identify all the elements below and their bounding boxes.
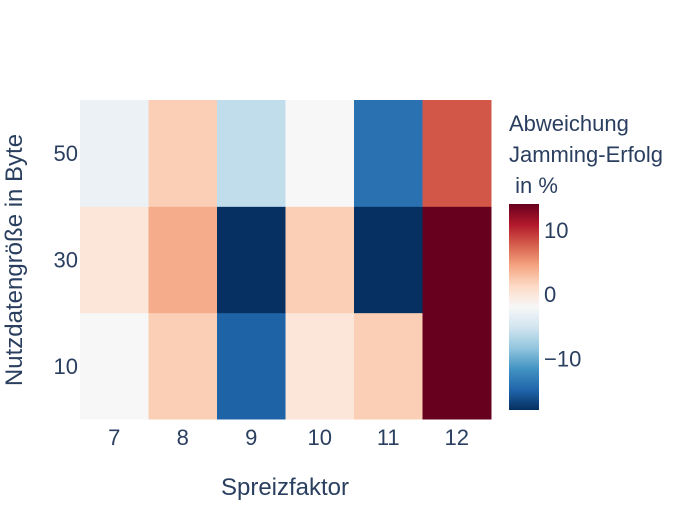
heatmap-cell (217, 312, 286, 420)
colorbar-gradient (509, 204, 539, 410)
heatmap-cell (80, 206, 149, 314)
heatmap-cells (80, 100, 492, 420)
colorbar-tick-label: −10 (544, 347, 581, 372)
heatmap-cell (80, 100, 149, 207)
x-tick-label: 10 (308, 425, 332, 450)
heatmap-cell (422, 206, 492, 314)
y-tick-label: 30 (54, 248, 78, 273)
colorbar-title-line-2: Jamming-Erfolg (509, 142, 663, 167)
heatmap-cell (285, 100, 355, 207)
x-tick-label: 7 (108, 425, 120, 450)
heatmap-cell (148, 206, 218, 314)
colorbar-ticks: 10 0 −10 (544, 218, 581, 372)
colorbar-tick-label: 0 (544, 282, 556, 307)
heatmap-cell (354, 206, 423, 314)
heatmap-cell (354, 100, 423, 207)
y-axis-ticks: 10 30 50 (54, 141, 78, 379)
y-axis-title: Nutzdatengröße in Byte (1, 134, 28, 386)
colorbar-title-line-3: in % (509, 173, 558, 198)
heatmap-cell (422, 312, 492, 420)
heatmap-cell (148, 100, 218, 207)
heatmap-cell (80, 312, 149, 420)
colorbar: Abweichung Jamming-Erfolg in % 10 0 −10 (509, 111, 663, 410)
colorbar-title-line-1: Abweichung (509, 111, 629, 136)
colorbar-tick-label: 10 (544, 218, 568, 243)
heatmap-cell (217, 206, 286, 314)
heatmap-cell (285, 206, 355, 314)
heatmap-cell (354, 312, 423, 420)
x-axis-title: Spreizfaktor (221, 474, 349, 500)
x-tick-label: 8 (177, 425, 189, 450)
heatmap-cell (217, 100, 286, 207)
heatmap-cell (148, 312, 218, 420)
x-tick-label: 11 (377, 425, 400, 450)
x-axis-ticks: 7 8 9 10 11 12 (108, 425, 469, 450)
x-tick-label: 9 (245, 425, 257, 450)
y-tick-label: 10 (54, 354, 78, 379)
y-tick-label: 50 (54, 141, 78, 166)
heatmap-cell (285, 312, 355, 420)
x-tick-label: 12 (445, 425, 469, 450)
heatmap-cell (422, 100, 492, 207)
